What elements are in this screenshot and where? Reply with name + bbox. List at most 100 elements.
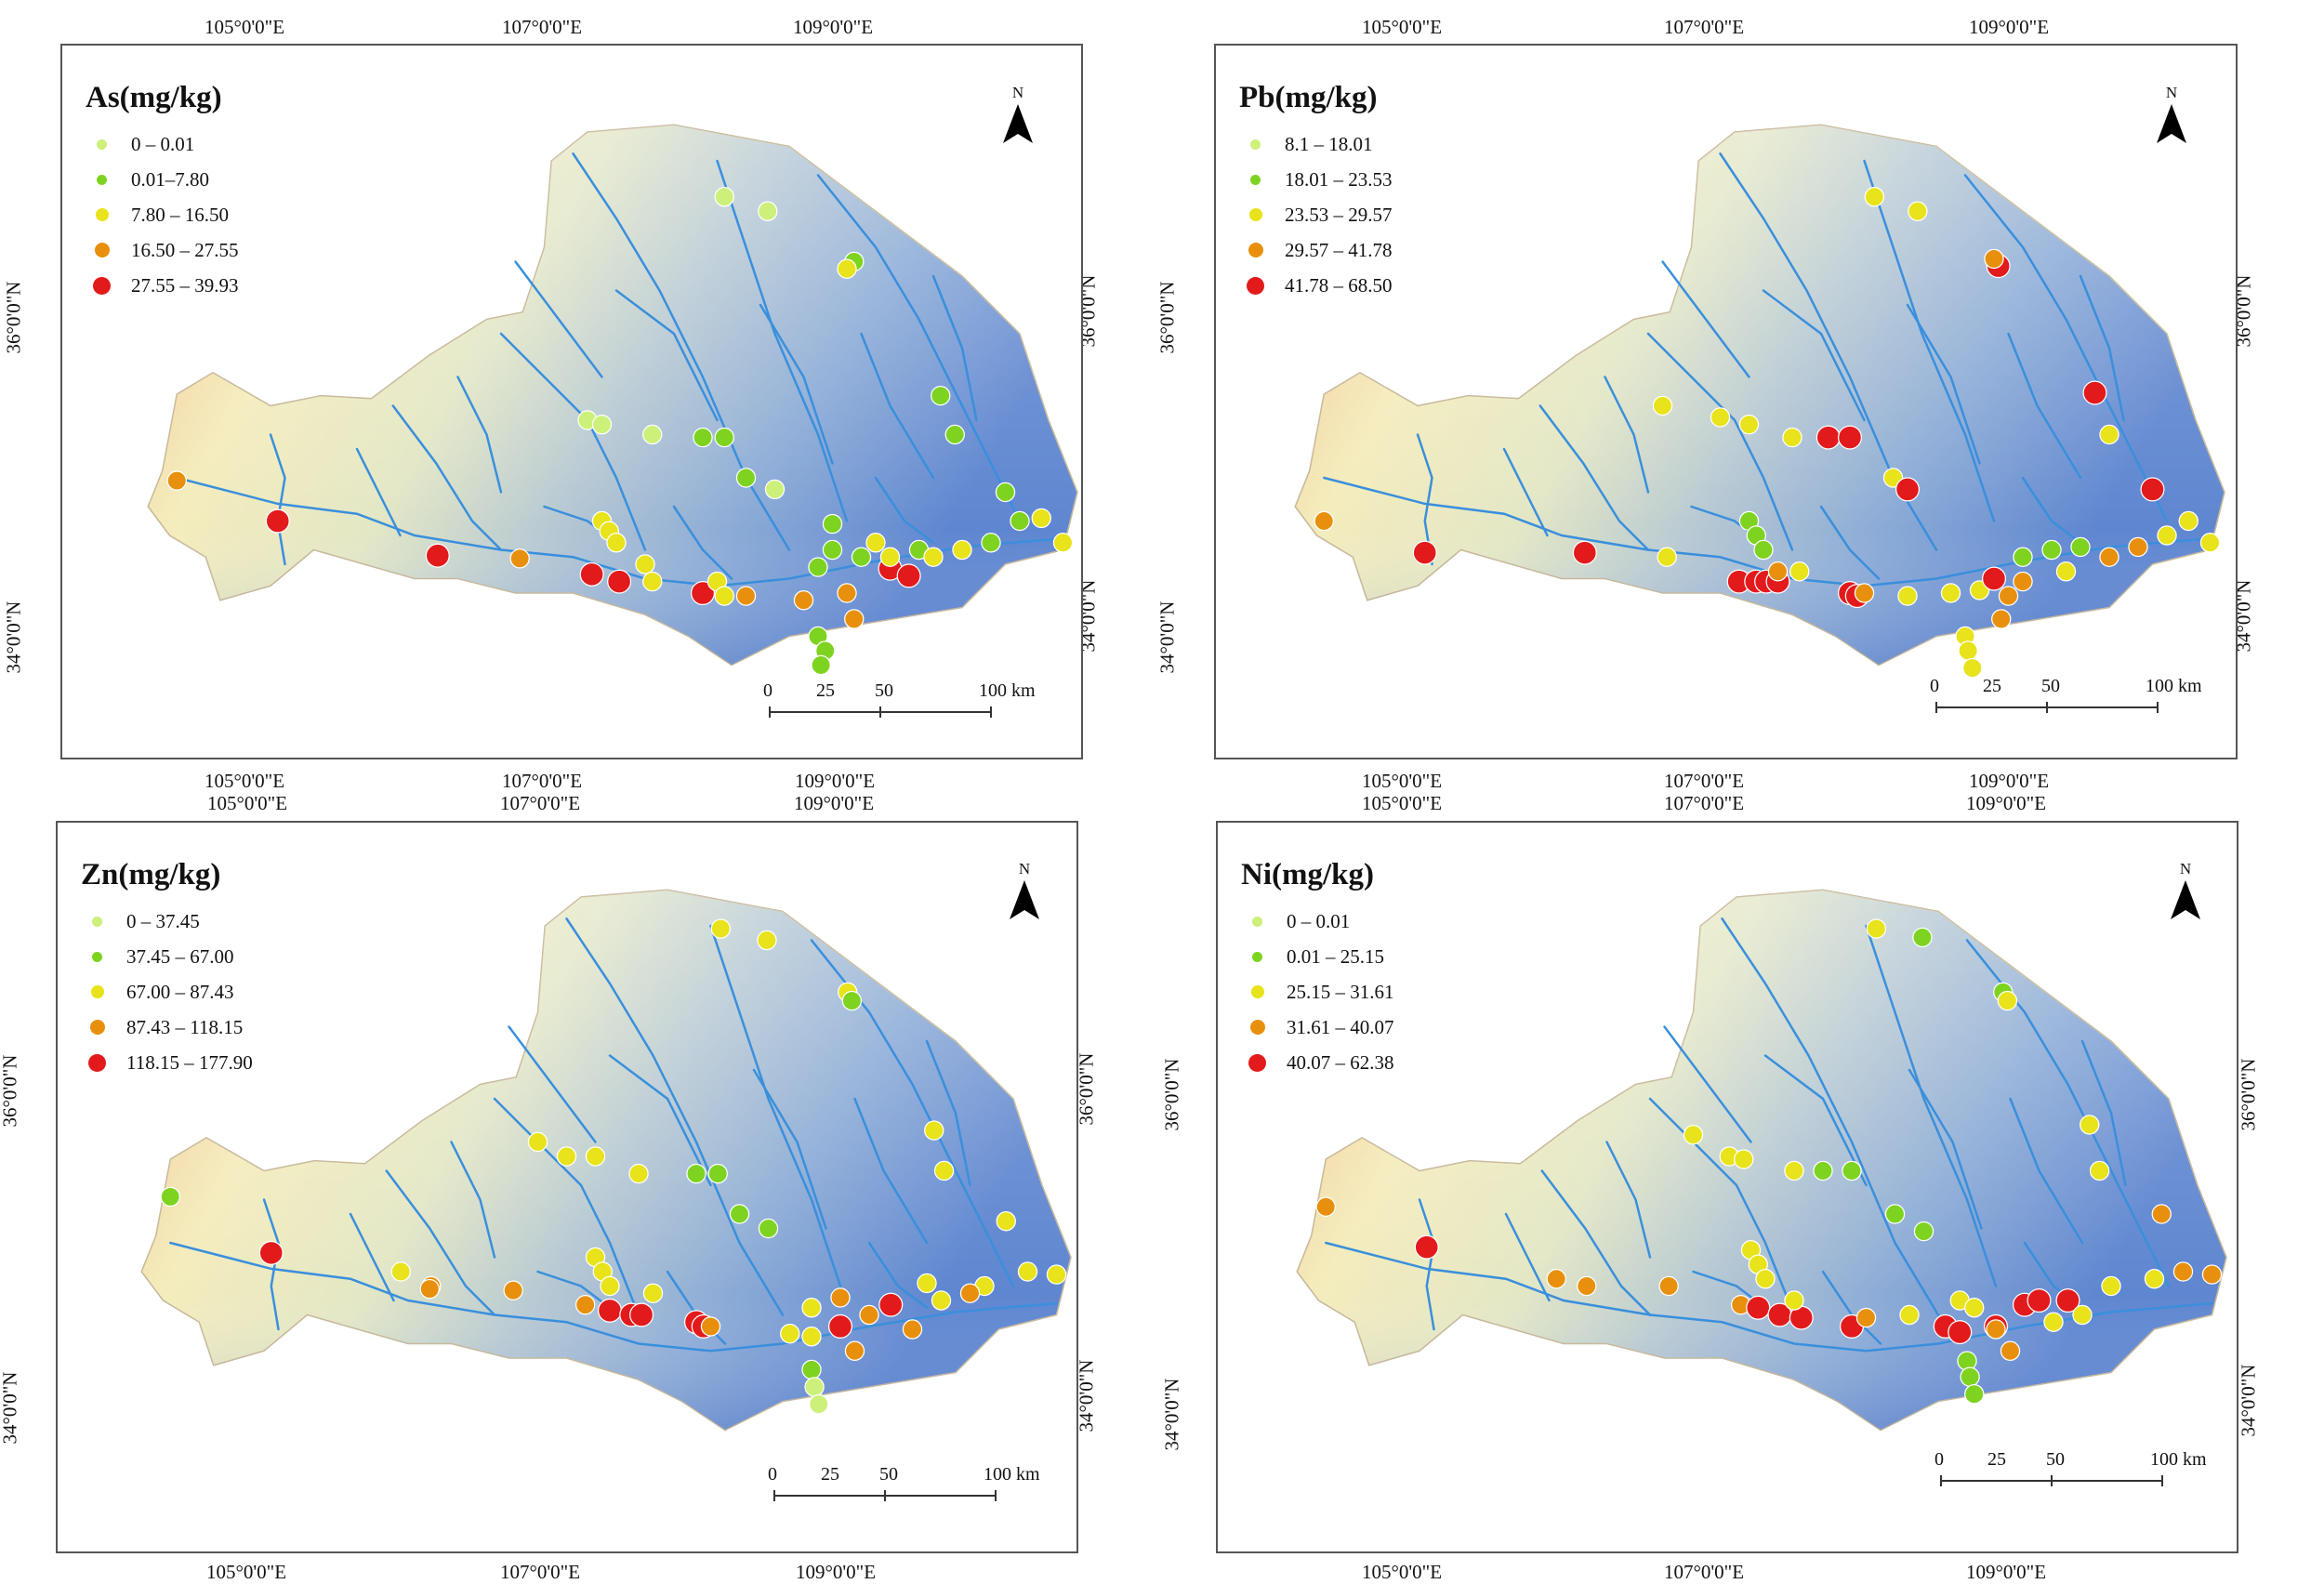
legend-swatch (1250, 139, 1261, 150)
sample-point (1897, 586, 1918, 606)
sample-point (1734, 1149, 1754, 1169)
sample-point (1546, 1269, 1566, 1289)
sample-point (1746, 1295, 1771, 1320)
river-line (1963, 174, 2169, 522)
lat-label-right: 34°0'0"N (2237, 1364, 2260, 1437)
river-line (391, 404, 503, 551)
sample-point (628, 1163, 649, 1184)
scale-label: 0 (768, 1464, 777, 1485)
scale-label: 0 (763, 680, 772, 701)
river-line (752, 1068, 827, 1230)
panel-ni-map: 105°0'0"E 107°0'0"E 109°0'0"E 105°0'0"E 107°… (1160, 789, 2324, 1583)
legend-swatch (1250, 174, 1261, 185)
sample-point (2178, 510, 2199, 532)
sample-point (1031, 508, 1051, 529)
lat-label-right: 36°0'0"N (2237, 1058, 2260, 1131)
sample-point (1782, 427, 1802, 448)
lon-label-top: 105°0'0"E (207, 792, 288, 814)
sample-point (1784, 1290, 1804, 1311)
lon-label-bottom: 107°0'0"E (1664, 1561, 1745, 1583)
sample-point (1991, 609, 2012, 629)
lon-label-top: 107°0'0"E (502, 16, 583, 38)
lat-label-left: 34°0'0"N (0, 1371, 21, 1445)
sample-point (841, 990, 863, 1011)
legend-swatch (1247, 276, 1264, 295)
lat-label-left: 34°0'0"N (1155, 601, 1179, 674)
legend-label: 31.61 – 40.07 (1287, 1015, 1394, 1038)
scale-tick (884, 1490, 886, 1501)
sample-point (1813, 1160, 1833, 1181)
sample-point (629, 1302, 654, 1327)
panel-zn-map: 105°0'0"E 107°0'0"E 109°0'0"E 105°0'0"E 107°… (0, 789, 1162, 1583)
scale-tick (2157, 702, 2159, 713)
sample-point (606, 533, 627, 553)
legend-item: 0 – 37.45 (81, 904, 253, 939)
sample-point (714, 586, 734, 606)
river-line (2021, 476, 2082, 544)
scale-label: 0 (1930, 676, 1939, 696)
sample-point (735, 586, 757, 606)
sample-point (1837, 425, 1863, 450)
legend-item: 16.50 – 27.55 (86, 232, 239, 268)
sample-point (503, 1280, 523, 1300)
river-line (1863, 159, 1996, 522)
river-line (2009, 1097, 2084, 1245)
legend-item: 0 – 0.01 (1241, 904, 1394, 939)
lon-label-top: 109°0'0"E (794, 792, 875, 814)
sample-point (1913, 1221, 1934, 1242)
legend-item: 118.15 – 177.90 (81, 1045, 253, 1080)
sample-point (1767, 561, 1789, 582)
sample-point (2080, 1115, 2100, 1135)
scale-tick (773, 1490, 775, 1501)
sample-point (2099, 547, 2119, 567)
legend-item: 27.55 – 39.93 (86, 268, 239, 303)
sample-point (1981, 566, 2007, 591)
scale-tick (2161, 1475, 2163, 1486)
sample-point (996, 1211, 1016, 1232)
scale-bar: 0 25 50 100 km (763, 680, 1036, 736)
legend-swatch (97, 174, 107, 185)
sample-point (1753, 539, 1774, 561)
sample-point (851, 547, 872, 567)
sample-point (710, 918, 732, 939)
sample-point (642, 424, 663, 445)
lon-label-bottom: 107°0'0"E (1664, 770, 1745, 792)
north-arrow-icon (2157, 104, 2186, 143)
sample-point (2199, 533, 2221, 553)
river-line (874, 476, 935, 544)
scale-label: 100 km (2150, 1449, 2207, 1470)
sample-point (917, 1273, 937, 1294)
lon-label-bottom: 107°0'0"E (500, 1561, 581, 1583)
sample-point (690, 580, 716, 606)
north-arrow-icon (1003, 104, 1033, 143)
panel-pb-map: 105°0'0"E 107°0'0"E 109°0'0"E 105°0'0"E 107°… (1155, 0, 2324, 792)
lon-label-bottom: 105°0'0"E (1362, 1561, 1443, 1583)
sample-point (607, 569, 632, 594)
legend-item: 25.15 – 31.61 (1241, 974, 1394, 1010)
sample-point (419, 1278, 440, 1300)
river-line (672, 505, 733, 580)
sample-point (844, 1340, 865, 1361)
legend-item: 41.78 – 68.50 (1239, 268, 1393, 303)
sample-point (1789, 561, 1810, 582)
legend-item: 31.61 – 40.07 (1241, 1010, 1394, 1045)
river-line (860, 332, 935, 480)
sample-point (896, 563, 921, 588)
sample-point (1960, 1366, 1980, 1387)
river-line (1504, 1212, 1551, 1302)
basin-map (1296, 889, 2227, 1432)
sample-point (686, 1163, 706, 1184)
sample-point (995, 482, 1016, 503)
river-line (931, 274, 978, 422)
legend-label: 41.78 – 68.50 (1285, 273, 1393, 297)
lon-label-top: 107°0'0"E (1664, 792, 1745, 814)
north-arrow-icon (2171, 880, 2200, 919)
basin-map (147, 124, 1078, 676)
sample-point (757, 930, 777, 951)
sample-point (931, 385, 951, 406)
river-line (925, 1039, 971, 1187)
scale-label: 100 km (979, 680, 1036, 701)
north-arrow: N (999, 84, 1037, 150)
sample-point (2041, 539, 2062, 561)
sample-point (801, 1359, 822, 1380)
